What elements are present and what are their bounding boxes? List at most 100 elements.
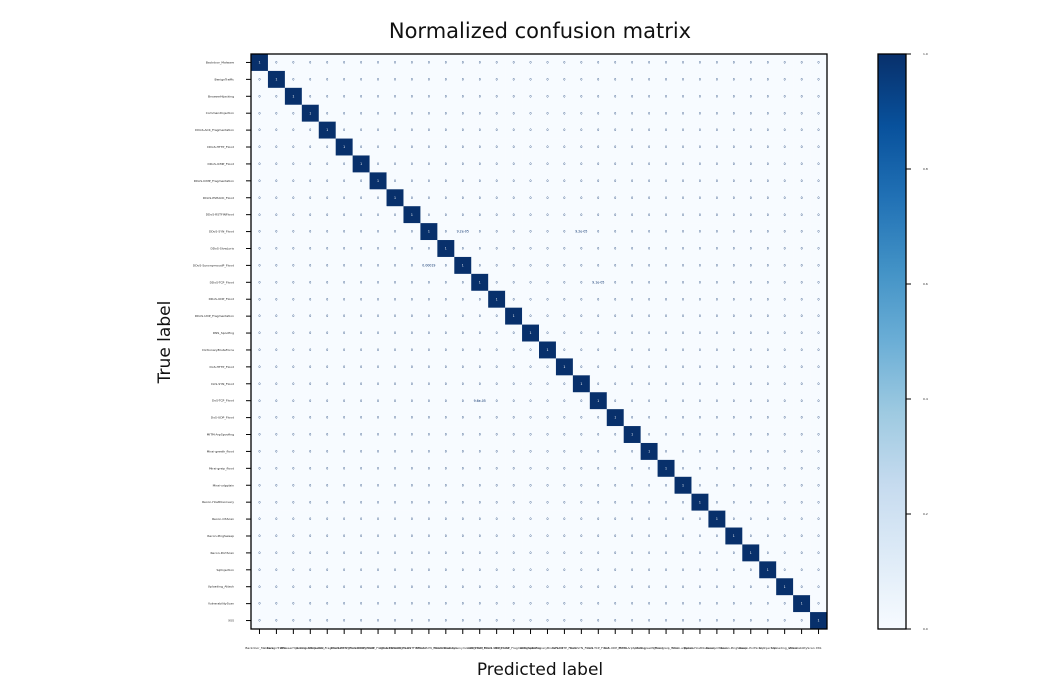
y-tick-label: DictionaryBruteForce bbox=[202, 348, 234, 352]
cell-value-label: 0 bbox=[292, 111, 294, 115]
matrix-cell bbox=[420, 476, 438, 495]
cell-value-label: 0 bbox=[326, 534, 328, 538]
cell-value-label: 0 bbox=[428, 534, 430, 538]
cell-value-label: 0 bbox=[580, 466, 582, 470]
cell-value-label: 0 bbox=[411, 196, 413, 200]
cell-value-label: 0 bbox=[275, 348, 277, 352]
matrix-cell bbox=[420, 358, 438, 376]
cell-value-label: 0 bbox=[377, 263, 379, 267]
cell-value-label: 0 bbox=[428, 483, 430, 487]
matrix-cell bbox=[742, 273, 760, 292]
cell-value-label: 0 bbox=[360, 517, 362, 521]
cell-value-label: 0 bbox=[428, 602, 430, 606]
cell-value-label: 0 bbox=[377, 297, 379, 301]
cell-value-label: 0 bbox=[377, 619, 379, 623]
matrix-cell bbox=[759, 476, 777, 495]
matrix-cell bbox=[539, 341, 557, 359]
cell-value-label: 0 bbox=[716, 450, 718, 454]
cell-value-label: 0 bbox=[767, 534, 769, 538]
cell-value-label: 0 bbox=[699, 416, 701, 420]
matrix-cell bbox=[505, 54, 523, 72]
x-tick-label: DictionaryBruteForce bbox=[532, 646, 564, 650]
cell-value-label: 0 bbox=[445, 602, 447, 606]
matrix-cell bbox=[522, 527, 540, 545]
matrix-cell bbox=[301, 527, 320, 545]
cell-value-label: 0 bbox=[513, 433, 515, 437]
cell-value-label: 0 bbox=[614, 162, 616, 166]
cell-value-label: 0 bbox=[614, 568, 616, 572]
cell-value-label: 0 bbox=[614, 77, 616, 81]
cell-value-label: 0 bbox=[682, 94, 684, 98]
matrix-cell bbox=[674, 273, 692, 292]
cell-value-label: 0 bbox=[716, 61, 718, 65]
cell-value-label: 0 bbox=[818, 517, 820, 521]
matrix-cell bbox=[674, 189, 692, 207]
matrix-cell bbox=[369, 290, 387, 308]
cell-value-label: 0 bbox=[445, 365, 447, 369]
matrix-cell bbox=[623, 544, 641, 562]
cell-value-label: 0 bbox=[309, 331, 311, 335]
cell-value-label: 0 bbox=[665, 619, 667, 623]
cell-value-label: 0 bbox=[530, 348, 532, 352]
cell-value-label: 0 bbox=[546, 77, 548, 81]
cell-value-label: 0 bbox=[445, 348, 447, 352]
matrix-cell bbox=[420, 138, 438, 156]
matrix-cell bbox=[776, 121, 794, 139]
cell-value-label: 0 bbox=[631, 263, 633, 267]
cell-value-label: 0 bbox=[750, 500, 752, 504]
x-tick-label: XSS bbox=[816, 646, 822, 650]
x-tick-label: DoS-SYN_Flood bbox=[570, 646, 593, 650]
cell-value-label: 0 bbox=[394, 179, 396, 183]
matrix-cell bbox=[572, 442, 591, 461]
matrix-cell bbox=[284, 121, 303, 139]
cell-value-label: 0 bbox=[513, 297, 515, 301]
cell-value-label: 0 bbox=[563, 128, 565, 132]
cell-value-label: 0 bbox=[614, 314, 616, 318]
matrix-cell bbox=[674, 392, 692, 410]
matrix-cell bbox=[454, 358, 472, 376]
matrix-cell bbox=[623, 273, 641, 292]
matrix-cell bbox=[454, 561, 472, 579]
matrix-cell bbox=[352, 240, 370, 258]
matrix-cell bbox=[708, 612, 726, 630]
cell-value-label: 0 bbox=[648, 534, 650, 538]
cell-value-label: 0 bbox=[479, 314, 481, 318]
cell-value-label: 0 bbox=[699, 213, 701, 217]
matrix-cell bbox=[623, 240, 641, 258]
matrix-cell bbox=[403, 324, 421, 342]
cell-value-label: 0 bbox=[682, 568, 684, 572]
matrix-cell bbox=[708, 392, 726, 410]
matrix-cell bbox=[352, 426, 370, 444]
matrix-cell bbox=[352, 612, 370, 630]
cell-value-label: 0 bbox=[716, 416, 718, 420]
matrix-cell bbox=[742, 290, 760, 308]
cell-value-label: 0 bbox=[445, 162, 447, 166]
cell-value-label: 0 bbox=[716, 331, 718, 335]
matrix-cell bbox=[708, 121, 726, 139]
cell-value-label: 0 bbox=[292, 230, 294, 234]
cell-value-label: 0 bbox=[530, 602, 532, 606]
matrix-cell bbox=[505, 324, 523, 342]
matrix-cell bbox=[606, 595, 625, 613]
cell-value-label: 1 bbox=[411, 213, 413, 217]
matrix-cell bbox=[267, 510, 286, 528]
cell-value-label: 0 bbox=[648, 433, 650, 437]
cell-value-label: 0 bbox=[801, 314, 803, 318]
matrix-cell bbox=[251, 358, 269, 376]
cell-value-label: 0 bbox=[275, 230, 277, 234]
matrix-cell bbox=[657, 104, 675, 122]
cell-value-label: 0 bbox=[733, 602, 735, 606]
matrix-cell bbox=[657, 172, 675, 190]
cell-value-label: 0 bbox=[258, 94, 260, 98]
cell-value-label: 0 bbox=[733, 348, 735, 352]
cell-value-label: 0 bbox=[750, 297, 752, 301]
cell-value-label: 0 bbox=[360, 568, 362, 572]
cell-value-label: 0 bbox=[394, 331, 396, 335]
matrix-cell bbox=[708, 138, 726, 156]
matrix-cell bbox=[369, 392, 387, 410]
cell-value-label: 0 bbox=[631, 602, 633, 606]
cell-value-label: 0 bbox=[394, 416, 396, 420]
matrix-cell bbox=[674, 544, 692, 562]
cell-value-label: 0 bbox=[699, 145, 701, 149]
matrix-cell bbox=[623, 459, 641, 478]
